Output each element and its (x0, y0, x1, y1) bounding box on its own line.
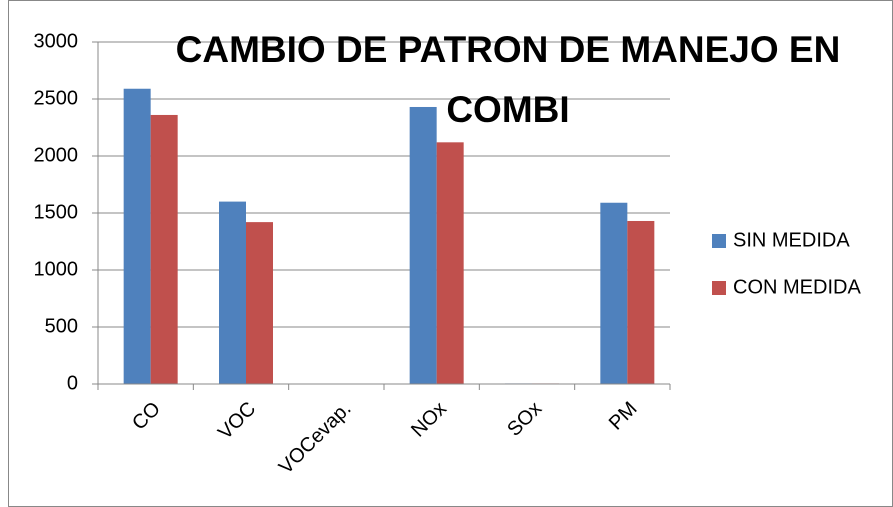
bar (436, 142, 464, 384)
y-tick-label: 2500 (34, 87, 79, 109)
x-tick-label: PM (605, 398, 642, 435)
chart-title: CAMBIO DE PATRON DE MANEJO EN COMBI (175, 29, 841, 130)
bar (150, 114, 178, 385)
x-tick-label: SOx (503, 398, 546, 441)
bar (600, 202, 628, 384)
bar (219, 201, 246, 384)
y-tick-label: 2000 (34, 144, 79, 166)
bar (123, 88, 151, 385)
legend-label: CON MEDIDA (733, 276, 861, 298)
legend-swatch (712, 281, 726, 295)
bar (409, 106, 437, 384)
legend-label: SIN MEDIDA (733, 229, 850, 251)
x-tick-label: VOC (214, 398, 260, 444)
y-tick-label: 1500 (34, 201, 79, 223)
bar (246, 222, 273, 384)
x-tick-label: NOx (407, 398, 451, 442)
x-tick-label: VOCevap. (275, 398, 356, 479)
y-tick-label: 1000 (34, 258, 79, 280)
legend-swatch (712, 234, 726, 248)
bar (627, 220, 655, 384)
y-tick-label: 3000 (34, 30, 79, 52)
y-tick-label: 0 (67, 372, 78, 394)
y-tick-label: 500 (45, 315, 78, 337)
x-tick-label: CO (128, 398, 165, 435)
